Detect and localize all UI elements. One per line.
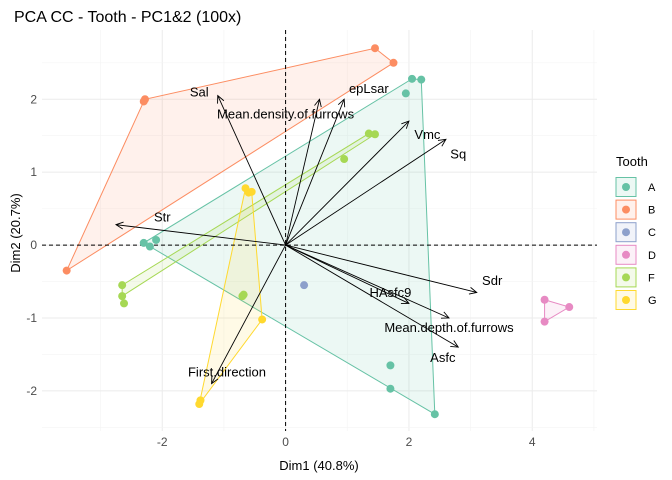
x-tick-label: -2 [157,435,168,449]
variable-label: Mean.depth.of.furrows [384,320,514,335]
point-A [386,361,395,370]
arrow-Sdr [285,244,477,293]
point-F [340,155,349,164]
variable-label: Sdr [482,273,503,288]
legend-point-D [622,250,630,259]
arrow-First.direction [211,244,286,384]
y-tick-label: 1 [30,165,37,179]
arrowhead-Mean.depth.of.furrows [440,311,450,319]
arrowhead-Vmc [401,120,410,129]
grid [42,30,597,431]
arrow-Sal [217,95,286,246]
arrowhead-Str [114,221,124,230]
arrow-epLsar [285,99,345,246]
legend-entry-label: B [648,205,655,217]
point-D [565,303,574,312]
point-D [540,295,549,304]
arrow-Sq [285,138,447,246]
zero-lines [42,30,597,431]
variable-arrows: Sal Mean.density.of.furrows epLsar Vmc Sq Str… [114,81,514,385]
arrowhead-Sal [217,94,225,104]
variable-label: Asfc [430,350,456,365]
arrow-HAsfc9 [285,244,410,304]
point-A [386,384,395,393]
point-F [118,292,127,301]
variable-label: epLsar [349,81,389,96]
point-G [247,187,256,196]
arrowhead-Sdr [468,287,478,295]
hull-D [544,299,571,323]
arrowhead-Mean.density.of.furrows [314,98,322,108]
plot-panel [42,30,597,431]
variable-label: Mean.density.of.furrows [217,107,355,122]
point-F [239,290,248,299]
point-B [62,266,71,275]
arrowhead-Sq [437,138,447,147]
point-C [300,281,309,290]
point-A [417,75,426,84]
legend-point-A [622,183,630,191]
data-points [62,44,574,419]
legend-point-B [622,205,630,214]
legend-point-F [622,273,630,282]
chart-title: PCA CC - Tooth - PC1&2 (100x) [14,9,241,26]
legend-entry-label: G [648,295,657,307]
variable-label: First.direction [188,365,266,380]
arrowhead-First.direction [211,375,219,385]
x-tick-label: 4 [529,435,536,449]
legend-entry-label: C [648,227,656,239]
point-F [120,299,129,308]
point-G [195,400,204,409]
legend-title: Tooth [616,154,648,169]
point-F [364,129,373,138]
legend-entry-label: D [648,250,656,262]
y-tick-label: 0 [30,238,37,252]
arrowhead-HAsfc9 [400,296,410,304]
point-B [371,44,379,53]
arrowhead-Asfc [450,340,460,348]
legend-point-G [622,296,630,304]
variable-label: Sq [450,147,466,162]
point-B [389,58,398,67]
y-tick-label: -2 [26,384,37,398]
variable-label: Str [154,209,171,224]
y-tick-label: 2 [30,92,37,106]
arrow-Asfc [285,244,459,348]
y-tick-label: -1 [26,311,37,325]
arrow-Mean.density.of.furrows [285,99,320,246]
y-axis-label: Dim2 (20.7%) [8,193,23,272]
point-F [118,281,127,290]
x-tick-label: 0 [282,435,289,449]
point-B [140,95,149,104]
point-A [145,242,154,251]
variable-label: Sal [190,85,209,100]
x-axis-label: Dim1 (40.8%) [279,458,358,473]
arrow-Mean.depth.of.furrows [285,244,450,319]
point-A [401,89,410,98]
legend-point-C [622,228,630,237]
variable-label: Vmc [414,127,441,142]
legend-entry-label: A [648,182,656,194]
arrowhead-epLsar [337,98,346,108]
point-G [258,315,267,324]
legend-entry-label: F [648,272,655,284]
point-F [371,130,379,139]
x-tick-label: 2 [406,435,413,449]
point-A [430,410,439,419]
arrow-Vmc [285,120,410,246]
arrow-Str [115,224,286,246]
point-A [139,238,148,247]
axis-ticks: -2 0 2 4 -2 -1 0 1 2 [26,92,536,449]
point-D [540,317,549,326]
point-A [408,74,416,83]
point-A [152,235,161,244]
